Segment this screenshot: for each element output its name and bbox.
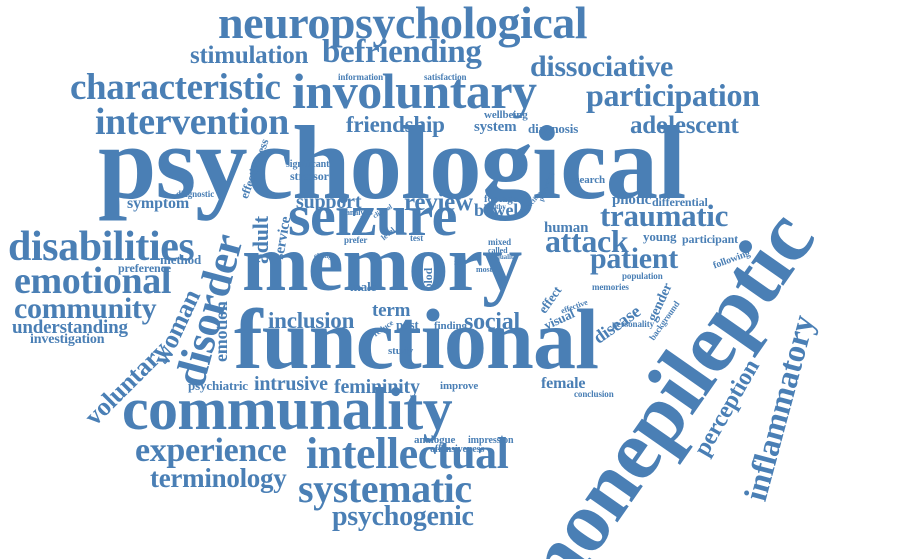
word-stressor: stressor <box>290 169 329 183</box>
word-emotional: emotional <box>14 260 172 302</box>
word-review: review <box>404 189 473 216</box>
word-participant: participant <box>682 232 739 246</box>
word-support: support <box>296 191 362 213</box>
word-human: human <box>544 220 589 236</box>
word-term: term <box>372 300 411 321</box>
word-adolescent: adolescent <box>630 112 739 139</box>
word-str: str <box>454 256 467 268</box>
word-emotion: emotion <box>211 301 231 362</box>
word-intellectual: intellectual <box>306 429 509 478</box>
word-plod: plod <box>421 267 435 290</box>
word-pilot: pilot <box>395 262 403 276</box>
word-attack: attack <box>545 223 629 259</box>
word-friendship: friendship <box>346 112 445 137</box>
word-population: population <box>622 271 663 281</box>
word-traumatic: traumatic <box>600 198 729 233</box>
word-participation: participation <box>586 77 760 113</box>
word-male: male <box>350 279 377 294</box>
word-dissociative: dissociative <box>530 50 674 83</box>
word-inclusion: inclusion <box>268 308 355 333</box>
word-differential: differential <box>652 195 708 209</box>
word-photic: photic <box>612 192 652 208</box>
word-most: most <box>476 265 493 274</box>
word-intrusive: intrusive <box>254 373 328 395</box>
word-communality: communality <box>122 376 453 442</box>
word-community: community <box>14 292 157 325</box>
word-psychogenic: psychogenic <box>332 501 474 532</box>
word-analysis: analysis <box>346 208 373 217</box>
word-information: information <box>338 72 384 82</box>
word-preference: preference <box>118 261 171 275</box>
word-memories: memories <box>592 282 629 292</box>
word-investigation: investigation <box>30 332 105 347</box>
word-diagnostic: diagnostic <box>176 189 215 199</box>
word-memory: memory <box>242 220 522 308</box>
word-satisfaction: satisfaction <box>424 72 467 82</box>
word-understanding: understanding <box>12 317 128 338</box>
word-personality: personality <box>612 319 655 329</box>
word-wellbeing: wellbeing <box>484 109 528 121</box>
word-disabilities: disabilities <box>8 224 195 270</box>
word-significant: significant <box>286 159 330 170</box>
word-systematic: systematic <box>298 466 472 511</box>
word-seizure: seizure <box>288 183 457 248</box>
word-study: study <box>388 345 414 357</box>
word-impression: impression <box>468 435 514 446</box>
word-patient: patient <box>590 242 678 275</box>
word-experience: experience <box>135 432 287 469</box>
word-post: post <box>396 317 419 332</box>
word-symptom: symptom <box>127 195 189 212</box>
word-healthy: healthy <box>484 203 506 211</box>
word-footage: footage <box>484 193 518 205</box>
word-bowel: bowel <box>474 200 519 220</box>
word-stimulation: stimulation <box>190 42 309 69</box>
word-adult: adult <box>248 216 273 264</box>
word-involuntary: involuntary <box>292 63 537 119</box>
word-terminology: terminology <box>150 463 287 493</box>
word-conclusion: conclusion <box>574 389 614 399</box>
word-neuropsychological: neuropsychological <box>218 0 588 48</box>
word-quality: quality <box>496 253 517 261</box>
word-femininity: femininity <box>334 376 420 398</box>
word-change: change <box>314 252 335 260</box>
word-analogue: analogue <box>414 434 456 446</box>
word-young: young <box>643 229 677 244</box>
word-female: female <box>541 375 586 392</box>
word-finding: finding <box>434 320 467 332</box>
word-diagnosis: diagnosis <box>528 121 579 136</box>
word-befriending: befriending <box>322 34 482 70</box>
word-method: method <box>160 252 202 267</box>
word-offensiveness: offensiveness <box>430 444 485 455</box>
word-social: social <box>464 309 520 335</box>
word-prefer: prefer <box>344 235 368 245</box>
word-improve: improve <box>440 380 479 392</box>
word-test: test <box>410 233 424 243</box>
word-psychological: psychological <box>98 104 686 221</box>
word-system: system <box>474 119 517 135</box>
word-psychiatric: psychiatric <box>188 378 248 393</box>
word-functional: functional <box>234 291 599 387</box>
word-characteristic: characteristic <box>70 67 281 108</box>
word-mixed: mixed <box>488 237 512 247</box>
word-intervention: intervention <box>95 101 289 143</box>
word-research: research <box>566 174 606 186</box>
word-called: called <box>488 246 508 255</box>
